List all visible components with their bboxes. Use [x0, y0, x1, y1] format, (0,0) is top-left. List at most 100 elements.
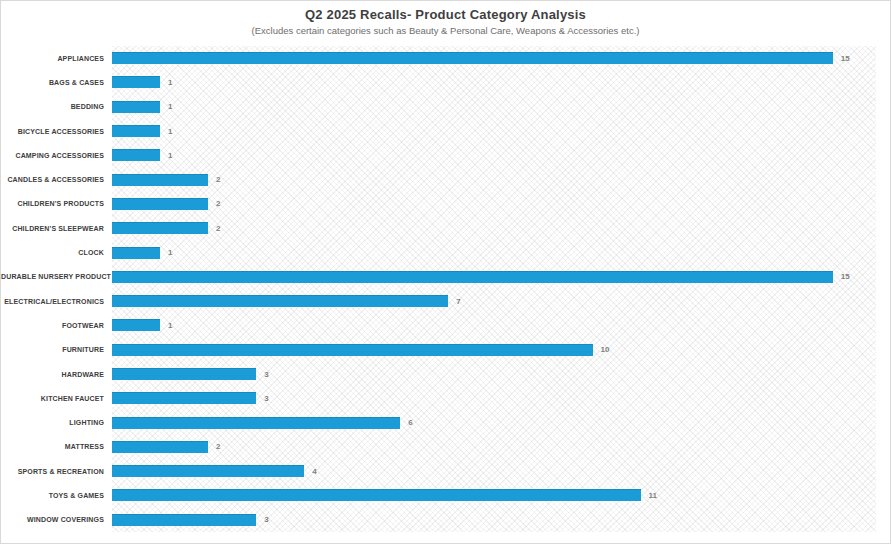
bar[interactable] [112, 198, 208, 210]
bar-track: 15 [112, 46, 876, 70]
bar-track: 1 [112, 95, 876, 119]
bar-track: 1 [112, 119, 876, 143]
category-row: MATTRESS 2 [1, 435, 876, 459]
category-row: FOOTWEAR 1 [1, 313, 876, 337]
category-label: TOYS & GAMES [1, 492, 112, 499]
value-label: 1 [168, 102, 172, 111]
category-label: DURABLE NURSERY PRODUCT [1, 273, 112, 280]
category-label: BAGS & CASES [1, 79, 112, 86]
bar[interactable] [112, 149, 160, 161]
bar-track: 2 [112, 192, 876, 216]
category-label: BEDDING [1, 103, 112, 110]
value-label: 11 [649, 491, 657, 500]
category-label: FURNITURE [1, 346, 112, 353]
value-label: 1 [168, 127, 172, 136]
category-label: CHILDREN'S SLEEPWEAR [1, 225, 112, 232]
category-row: CANDLES & ACCESSORIES 2 [1, 167, 876, 191]
value-label: 2 [216, 224, 220, 233]
bar-track: 1 [112, 70, 876, 94]
bar[interactable] [112, 489, 641, 501]
category-row: CHILDREN'S PRODUCTS 2 [1, 192, 876, 216]
bar[interactable] [112, 344, 593, 356]
value-label: 1 [168, 248, 172, 257]
value-label: 7 [456, 297, 460, 306]
bar[interactable] [112, 101, 160, 113]
category-row: APPLIANCES 15 [1, 46, 876, 70]
bar[interactable] [112, 174, 208, 186]
category-label: CAMPING ACCESSORIES [1, 152, 112, 159]
bar[interactable] [112, 52, 833, 64]
category-label: ELECTRICAL/ELECTRONICS [1, 298, 112, 305]
category-row: HARDWARE 3 [1, 362, 876, 386]
category-row: BEDDING 1 [1, 95, 876, 119]
category-label: CLOCK [1, 249, 112, 256]
bar-track: 1 [112, 240, 876, 264]
bar[interactable] [112, 222, 208, 234]
category-row: WINDOW COVERINGS 3 [1, 508, 876, 532]
bar[interactable] [112, 392, 256, 404]
category-row: ELECTRICAL/ELECTRONICS 7 [1, 289, 876, 313]
value-label: 1 [168, 78, 172, 87]
category-row: CHILDREN'S SLEEPWEAR 2 [1, 216, 876, 240]
value-label: 3 [264, 394, 268, 403]
bar[interactable] [112, 125, 160, 137]
bar-track: 6 [112, 410, 876, 434]
category-label: CHILDREN'S PRODUCTS [1, 200, 112, 207]
value-label: 2 [216, 442, 220, 451]
bar[interactable] [112, 417, 400, 429]
category-label: MATTRESS [1, 443, 112, 450]
value-label: 15 [841, 54, 850, 63]
bar[interactable] [112, 368, 256, 380]
value-label: 2 [216, 175, 220, 184]
bar-track: 2 [112, 435, 876, 459]
bar[interactable] [112, 514, 256, 526]
chart-title: Q2 2025 Recalls- Product Category Analys… [1, 7, 890, 22]
bar-chart: APPLIANCES15BAGS & CASES1BEDDING1BICYCLE… [1, 46, 876, 532]
bar[interactable] [112, 247, 160, 259]
category-row: FURNITURE 10 [1, 338, 876, 362]
bar-track: 2 [112, 216, 876, 240]
category-row: CAMPING ACCESSORIES 1 [1, 143, 876, 167]
category-label: KITCHEN FAUCET [1, 395, 112, 402]
value-label: 2 [216, 199, 220, 208]
category-row: BAGS & CASES 1 [1, 70, 876, 94]
bar[interactable] [112, 76, 160, 88]
value-label: 10 [601, 345, 610, 354]
bar-track: 2 [112, 167, 876, 191]
value-label: 3 [264, 515, 268, 524]
bar[interactable] [112, 295, 448, 307]
category-row: TOYS & GAMES 11 [1, 483, 876, 507]
category-row: CLOCK 1 [1, 240, 876, 264]
value-label: 1 [168, 151, 172, 160]
category-label: APPLIANCES [1, 55, 112, 62]
bar-track: 3 [112, 362, 876, 386]
category-label: HARDWARE [1, 371, 112, 378]
category-label: LIGHTING [1, 419, 112, 426]
value-label: 3 [264, 370, 268, 379]
bar-track: 15 [112, 265, 876, 289]
category-label: FOOTWEAR [1, 322, 112, 329]
value-label: 4 [312, 467, 316, 476]
bar-track: 1 [112, 313, 876, 337]
bar-track: 10 [112, 338, 876, 362]
bar-track: 3 [112, 386, 876, 410]
bar-track: 7 [112, 289, 876, 313]
category-row: BICYCLE ACCESSORIES 1 [1, 119, 876, 143]
category-row: LIGHTING 6 [1, 410, 876, 434]
bar[interactable] [112, 271, 833, 283]
bar-track: 1 [112, 143, 876, 167]
chart-subtitle: (Excludes certain categories such as Bea… [1, 25, 890, 36]
category-label: SPORTS & RECREATION [1, 468, 112, 475]
value-label: 6 [408, 418, 412, 427]
category-label: BICYCLE ACCESSORIES [1, 128, 112, 135]
category-label: WINDOW COVERINGS [1, 516, 112, 523]
bar[interactable] [112, 465, 304, 477]
bar[interactable] [112, 441, 208, 453]
category-row: SPORTS & RECREATION 4 [1, 459, 876, 483]
bar[interactable] [112, 319, 160, 331]
bar-track: 11 [112, 483, 876, 507]
bar-track: 3 [112, 508, 876, 532]
chart-header: Q2 2025 Recalls- Product Category Analys… [1, 7, 890, 36]
category-label: CANDLES & ACCESSORIES [1, 176, 112, 183]
value-label: 1 [168, 321, 172, 330]
